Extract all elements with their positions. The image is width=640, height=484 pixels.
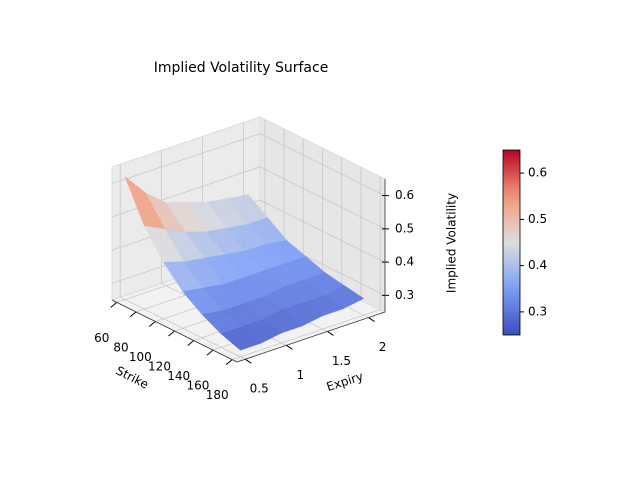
x-tick-label: 160 — [187, 379, 210, 393]
grid-line — [120, 296, 246, 360]
grid-line — [232, 309, 381, 360]
x-tick-label: 120 — [148, 360, 171, 374]
y-axis-label: Expiry — [325, 369, 365, 394]
colorbar-tick-label: 0.6 — [528, 166, 547, 180]
y-tick — [368, 317, 375, 322]
grid-line — [111, 166, 261, 218]
y-tick-label: 1 — [297, 368, 305, 382]
y-tick-label: 1.5 — [332, 354, 351, 368]
axis-line — [111, 299, 238, 363]
x-tick — [110, 302, 118, 308]
surface — [124, 175, 365, 351]
x-tick — [168, 330, 175, 337]
x-tick-label: 180 — [206, 388, 229, 402]
y-tick — [244, 358, 252, 364]
y-tick-label: 2 — [379, 340, 387, 354]
grid-line — [111, 133, 261, 185]
x-tick — [225, 359, 233, 365]
grid-line — [259, 166, 386, 230]
surface-patch — [220, 326, 262, 351]
x-tick — [129, 311, 137, 318]
colorbar-tick-label: 0.5 — [528, 212, 547, 226]
z-tick-label: 0.5 — [395, 221, 414, 235]
x-tick-label: 100 — [129, 350, 152, 364]
x-tick — [206, 349, 214, 356]
z-tick-label: 0.3 — [395, 288, 414, 302]
x-tick — [187, 340, 195, 346]
x-axis-label: Strike — [114, 363, 151, 391]
y-tick-label: 0.5 — [250, 382, 269, 396]
colorbar-tick-label: 0.3 — [528, 304, 547, 318]
z-axis-label: Implied Volatility — [445, 193, 459, 293]
x-tick-label: 60 — [94, 331, 109, 345]
grid-line — [259, 133, 386, 196]
x-tick-label: 80 — [113, 340, 128, 354]
x-tick-label: 140 — [167, 369, 190, 383]
y-tick — [286, 344, 293, 350]
colorbar-tick-label: 0.4 — [528, 258, 547, 272]
z-tick-label: 0.4 — [395, 255, 414, 269]
colorbar — [502, 149, 521, 336]
z-tick-label: 0.6 — [395, 188, 414, 202]
axis-line — [236, 311, 386, 363]
grid-line — [259, 199, 386, 263]
chart-title: Implied Volatility Surface — [154, 60, 329, 76]
y-tick — [327, 331, 334, 336]
x-tick — [148, 321, 156, 327]
